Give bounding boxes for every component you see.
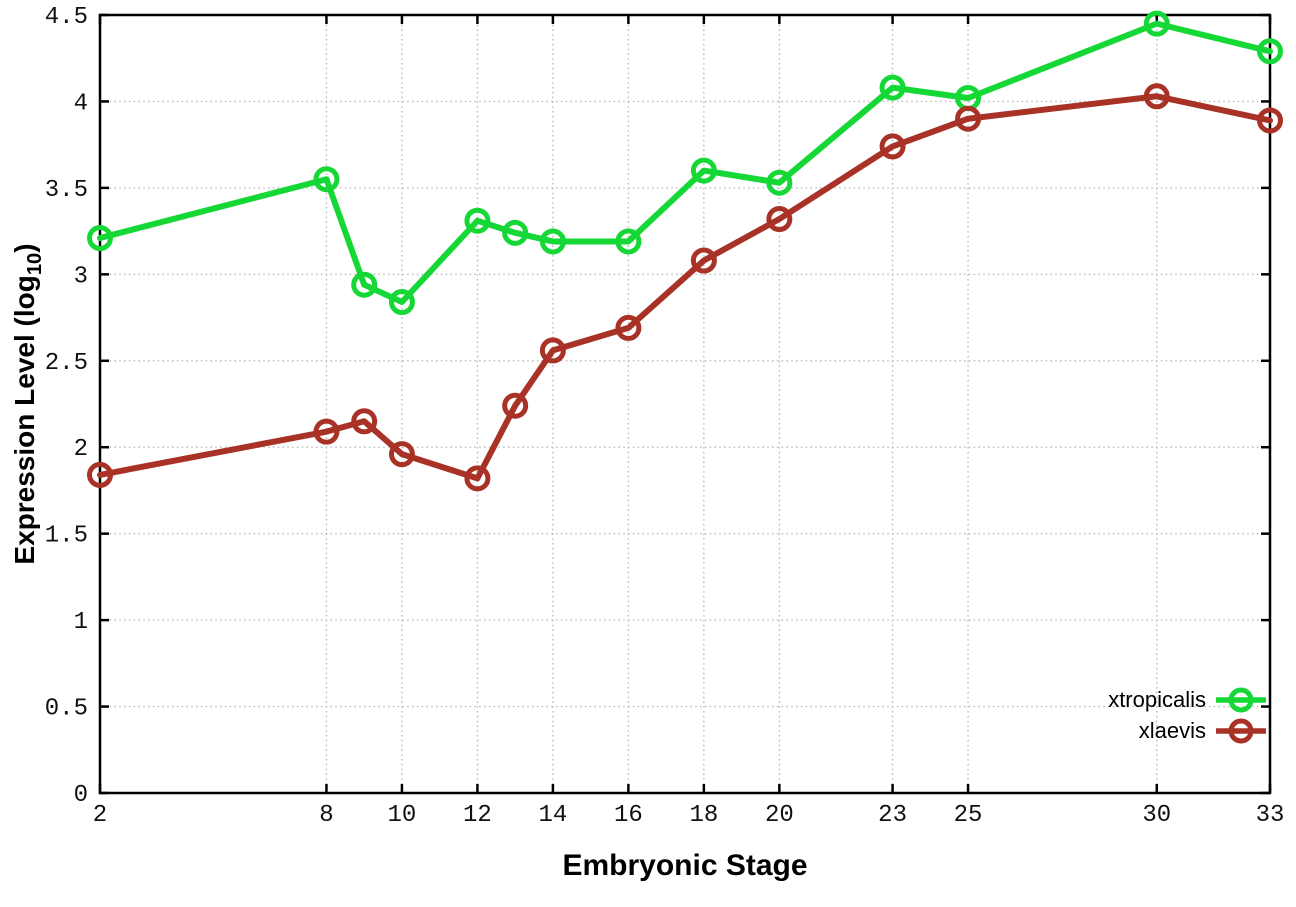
x-tick-label: 12 bbox=[463, 802, 492, 829]
marker-xlaevis bbox=[388, 441, 415, 468]
y-tick-label: 3 bbox=[74, 263, 88, 290]
marker-xtropicalis bbox=[351, 271, 378, 298]
marker-xtropicalis bbox=[690, 157, 717, 184]
legend-item-xtropicalis: xtropicalis bbox=[1108, 684, 1266, 715]
marker-xtropicalis bbox=[313, 166, 340, 193]
x-tick-label: 16 bbox=[614, 802, 643, 829]
y-axis-title-subscript: 10 bbox=[23, 252, 46, 276]
marker-xlaevis bbox=[766, 206, 793, 233]
marker-xlaevis bbox=[502, 392, 529, 419]
marker-xlaevis bbox=[313, 418, 340, 445]
series-line-xlaevis bbox=[97, 93, 1273, 482]
marker-xtropicalis bbox=[615, 228, 642, 255]
y-tick-label: 0 bbox=[74, 782, 88, 809]
marker-xlaevis bbox=[955, 105, 982, 132]
legend-sample-circle bbox=[1228, 718, 1254, 743]
y-tick-label: 4.5 bbox=[45, 4, 88, 31]
marker-xtropicalis bbox=[539, 228, 566, 255]
x-tick-label: 18 bbox=[689, 802, 718, 829]
legend-sample-circle bbox=[1228, 687, 1254, 712]
marker-xtropicalis bbox=[1143, 10, 1170, 37]
legend-label-xlaevis: xlaevis bbox=[1138, 717, 1206, 743]
y-axis-title: Expression Level (log10) bbox=[9, 243, 47, 564]
marker-xlaevis bbox=[1143, 83, 1170, 110]
marker-xlaevis bbox=[351, 408, 378, 435]
marker-xlaevis bbox=[690, 247, 717, 274]
marker-xtropicalis bbox=[1257, 38, 1283, 65]
y-tick-label: 2.5 bbox=[45, 350, 88, 377]
plot-border bbox=[98, 13, 1272, 795]
marker-xtropicalis bbox=[464, 207, 491, 234]
y-tick-label: 0.5 bbox=[45, 696, 88, 723]
x-tick-label: 25 bbox=[954, 802, 983, 829]
marker-xtropicalis bbox=[766, 169, 793, 196]
xlaevis-marker-icon bbox=[1216, 718, 1266, 743]
marker-xtropicalis bbox=[388, 288, 415, 315]
x-tick-label: 33 bbox=[1256, 802, 1285, 829]
x-tick-label: 8 bbox=[319, 802, 333, 829]
marker-xlaevis bbox=[1257, 107, 1283, 134]
marker-xlaevis bbox=[539, 337, 566, 364]
marker-xlaevis bbox=[879, 133, 906, 160]
y-tick-label: 1 bbox=[74, 609, 88, 636]
x-tick-label: 14 bbox=[538, 802, 567, 829]
y-tick-label: 3.5 bbox=[45, 177, 88, 204]
marker-xtropicalis bbox=[879, 74, 906, 101]
legend-item-xlaevis: xlaevis bbox=[1139, 715, 1266, 746]
marker-xlaevis bbox=[87, 461, 113, 488]
x-tick-label: 30 bbox=[1142, 802, 1171, 829]
x-tick-label: 10 bbox=[388, 802, 417, 829]
marker-xtropicalis bbox=[87, 225, 113, 252]
marker-xlaevis bbox=[464, 465, 491, 492]
y-tick-label: 4 bbox=[74, 90, 88, 117]
series-line-xtropicalis bbox=[97, 20, 1273, 305]
y-tick-label: 1.5 bbox=[45, 523, 88, 550]
x-axis-title: Embryonic Stage bbox=[562, 849, 808, 882]
x-tick-label: 2 bbox=[93, 802, 107, 829]
y-axis-title-text: Expression Level (log bbox=[9, 275, 41, 565]
y-tick-label: 2 bbox=[74, 436, 88, 463]
marker-xlaevis bbox=[615, 314, 642, 341]
marker-xtropicalis bbox=[502, 219, 529, 246]
legend-label-xtropicalis: xtropicalis bbox=[1108, 686, 1206, 712]
xtropicalis-marker-icon bbox=[1216, 687, 1266, 712]
y-axis-title-close: ) bbox=[9, 243, 41, 253]
x-tick-label: 23 bbox=[878, 802, 907, 829]
x-tick-label: 20 bbox=[765, 802, 794, 829]
legend: xtropicalis xlaevis bbox=[1108, 684, 1266, 746]
